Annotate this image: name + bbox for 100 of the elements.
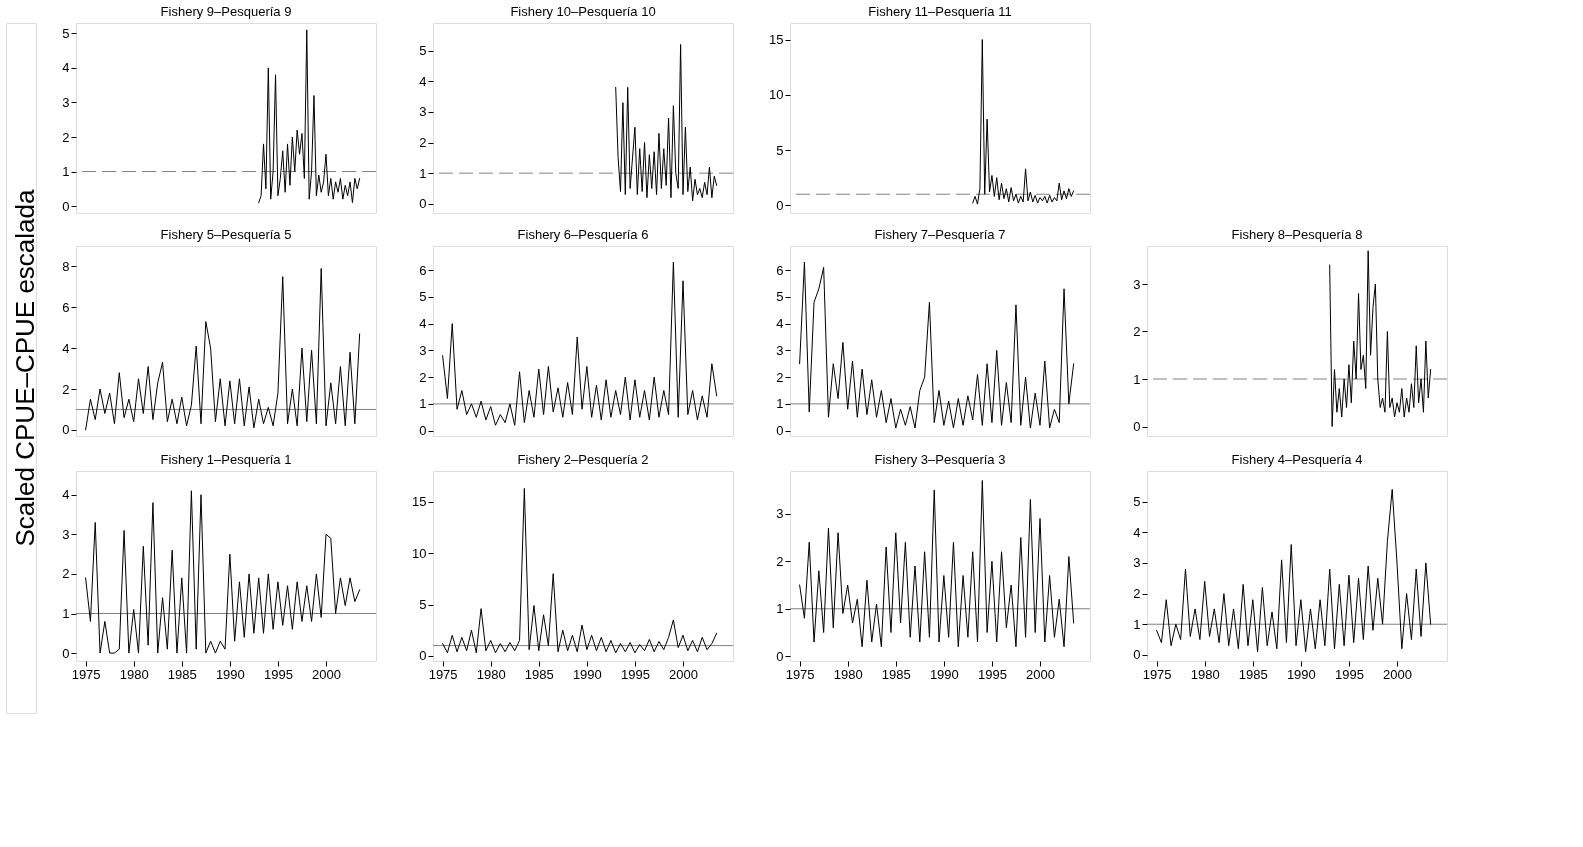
y-tick-label: 6 [776,262,784,278]
y-tick-label: 3 [776,506,784,522]
x-tick-label: 1975 [428,666,458,682]
line-series [1156,488,1432,653]
y-tick-label: 2 [776,369,784,385]
chart-title: Fishery 2–Pesquería 2 [517,452,649,467]
y-tick-label: 0 [419,423,427,439]
line-series [1329,250,1432,427]
chart-title: Fishery 1–Pesquería 1 [160,452,292,467]
y-tick-label: 4 [62,60,70,76]
y-tick-label: 0 [62,198,70,214]
chart-title: Fishery 9–Pesquería 9 [160,4,292,19]
y-tick-label: 6 [419,262,427,278]
y-tick-label: 2 [1133,324,1141,339]
y-tick-label: 3 [62,526,70,542]
y-tick-label: 3 [419,104,427,120]
y-tick-label: 1 [62,164,70,180]
y-tick-label: 5 [419,43,427,59]
x-tick-label: 1980 [833,666,863,682]
x-tick-label: 1985 [881,666,911,682]
y-tick-label: 5 [1133,494,1141,510]
y-tick-label: 2 [776,553,784,569]
y-tick-label: 1 [419,165,427,181]
line-series [972,39,1075,205]
line-series [442,261,718,426]
x-tick-label: 1990 [215,666,245,682]
y-tick-label: 3 [1133,555,1141,571]
x-tick-label: 1980 [476,666,506,682]
line-series [258,29,361,204]
y-tick-label: 5 [419,597,427,613]
y-tick-label: 2 [1133,586,1141,602]
y-tick-label: 0 [776,648,784,664]
y-tick-label: 1 [1133,616,1141,632]
y-tick-label: 0 [776,423,784,439]
y-tick-label: 10 [769,87,784,103]
x-tick-label: 1975 [71,666,101,682]
x-tick-label: 1985 [1238,666,1268,682]
y-tick-label: 4 [62,487,70,503]
chart-title: Fishery 10–Pesquería 10 [510,4,656,19]
y-axis-title: Scaled CPUE–CPUE escalada [10,188,40,547]
y-tick-label: 4 [1133,524,1141,540]
y-tick-label: 15 [769,32,784,48]
x-tick-label: 1985 [524,666,554,682]
x-tick-label: 1980 [119,666,149,682]
line-series [799,261,1075,429]
y-tick-label: 5 [62,25,70,41]
x-tick-label: 1995 [977,666,1007,682]
y-tick-label: 2 [419,135,427,151]
line-series [442,487,718,654]
y-tick-label: 0 [419,196,427,212]
y-tick-label: 3 [776,342,784,358]
y-tick-label: 4 [419,73,427,89]
y-tick-label: 2 [62,381,70,397]
y-tick-label: 1 [776,601,784,617]
y-tick-label: 0 [62,645,70,661]
y-tick-label: 3 [1133,276,1141,292]
x-tick-label: 2000 [1026,666,1055,682]
y-tick-label: 1 [62,606,70,621]
chart-title: Fishery 7–Pesquería 7 [874,227,1006,242]
chart-title: Fishery 5–Pesquería 5 [160,227,292,242]
y-tick-label: 2 [419,369,427,385]
y-tick-label: 0 [776,197,784,213]
y-tick-label: 8 [62,258,70,274]
y-tick-label: 4 [62,340,70,356]
y-tick-label: 0 [419,648,427,664]
x-tick-label: 1985 [167,666,197,682]
chart-title: Fishery 6–Pesquería 6 [517,227,649,242]
y-tick-label: 2 [62,129,70,145]
y-tick-label: 3 [62,94,70,110]
line-series [85,490,361,654]
y-tick-label: 5 [776,289,784,305]
y-tick-label: 4 [419,316,427,332]
line-series [615,43,718,202]
x-tick-label: 1990 [572,666,602,682]
chart-title: Fishery 4–Pesquería 4 [1231,452,1363,467]
x-tick-label: 1990 [929,666,959,682]
y-tick-label: 5 [419,289,427,305]
y-tick-label: 5 [776,142,784,158]
x-tick-label: 2000 [312,666,341,682]
y-tick-label: 2 [62,566,70,582]
y-tick-label: 1 [419,396,427,412]
x-tick-label: 1990 [1286,666,1316,682]
line-series [85,267,361,431]
y-tick-label: 10 [412,545,427,561]
y-tick-label: 15 [412,494,427,510]
y-tick-label: 1 [1133,371,1141,387]
y-tick-label: 4 [776,316,784,332]
x-tick-label: 2000 [1383,666,1412,682]
x-tick-label: 1995 [620,666,650,682]
x-tick-label: 1975 [785,666,815,682]
y-tick-label: 3 [419,342,427,358]
x-tick-label: 1975 [1142,666,1172,682]
y-tick-label: 0 [1133,419,1141,434]
y-tick-label: 0 [1133,647,1141,663]
x-tick-label: 1995 [1334,666,1364,682]
chart-title: Fishery 11–Pesquería 11 [868,4,1012,19]
y-tick-label: 6 [62,299,70,315]
line-series [799,480,1075,648]
y-tick-label: 1 [776,396,784,412]
x-tick-label: 1995 [263,666,293,682]
